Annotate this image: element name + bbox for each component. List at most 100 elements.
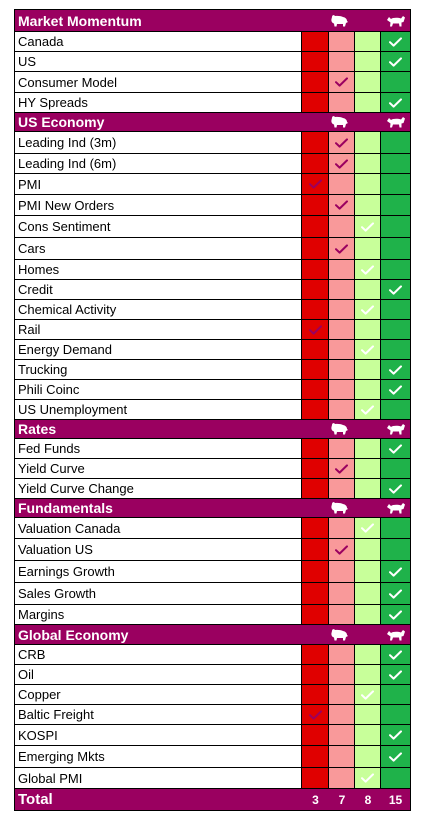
- rating-cell: [381, 195, 410, 215]
- rating-cell: [381, 132, 410, 153]
- rating-cell: [355, 400, 381, 419]
- rating-cell: [329, 72, 355, 92]
- section-title: Market Momentum: [15, 10, 302, 31]
- rating-cell: [329, 539, 355, 560]
- rating-cell: [302, 93, 329, 112]
- rating-cell: [329, 52, 355, 71]
- rating-cell: [381, 154, 410, 173]
- rating-cell: [381, 238, 410, 259]
- header-spacer: [355, 420, 381, 438]
- rating-cell: [355, 260, 381, 279]
- rating-cell: [381, 645, 410, 664]
- row-label: Trucking: [15, 360, 302, 379]
- rating-cell: [302, 174, 329, 194]
- check-icon: [389, 364, 402, 375]
- section-header: Fundamentals: [15, 499, 410, 518]
- check-icon: [361, 221, 374, 232]
- rating-cell: [329, 645, 355, 664]
- row-label: Phili Coinc: [15, 380, 302, 399]
- rating-cell: [302, 746, 329, 767]
- rating-cell: [302, 380, 329, 399]
- bear-icon: [331, 116, 348, 128]
- row-label: Margins: [15, 605, 302, 624]
- rating-cell: [355, 32, 381, 51]
- rating-cell: [381, 605, 410, 624]
- bear-header-cell: [329, 10, 355, 31]
- rating-cell: [355, 768, 381, 788]
- table-row: Phili Coinc: [15, 380, 410, 400]
- table-row: Valuation Canada: [15, 518, 410, 539]
- check-icon: [361, 523, 374, 533]
- rating-cell: [302, 645, 329, 664]
- table-row: US: [15, 52, 410, 72]
- check-icon: [335, 77, 348, 87]
- rating-cell: [329, 300, 355, 319]
- bull-header-cell: [381, 10, 410, 31]
- rating-cell: [355, 154, 381, 173]
- rating-cell: [381, 459, 410, 478]
- bear-icon: [331, 14, 348, 26]
- rating-cell: [302, 280, 329, 299]
- rating-cell: [302, 768, 329, 788]
- rating-cell: [381, 665, 410, 684]
- rating-cell: [302, 52, 329, 71]
- table-row: Credit: [15, 280, 410, 300]
- rating-cell: [302, 459, 329, 478]
- check-icon: [389, 36, 402, 47]
- rating-cell: [329, 238, 355, 259]
- rating-cell: [381, 174, 410, 194]
- table-row: Homes: [15, 260, 410, 280]
- rating-cell: [355, 238, 381, 259]
- rating-cell: [355, 645, 381, 664]
- rating-cell: [329, 174, 355, 194]
- row-label: Cons Sentiment: [15, 216, 302, 237]
- section-title: Rates: [15, 420, 302, 438]
- bear-header-cell: [329, 420, 355, 438]
- check-icon: [335, 544, 348, 555]
- rating-cell: [302, 561, 329, 582]
- rating-cell: [329, 561, 355, 582]
- rating-cell: [381, 72, 410, 92]
- row-label: Oil: [15, 665, 302, 684]
- table-row: Cons Sentiment: [15, 216, 410, 238]
- check-icon: [335, 137, 348, 148]
- rating-cell: [381, 439, 410, 458]
- rating-cell: [381, 768, 410, 788]
- rating-cell: [329, 340, 355, 359]
- bull-icon: [386, 117, 405, 128]
- table-row: Oil: [15, 665, 410, 685]
- check-icon: [308, 324, 322, 335]
- rating-cell: [329, 195, 355, 215]
- total-label: Total: [15, 789, 302, 810]
- rating-cell: [355, 725, 381, 745]
- rating-cell: [329, 665, 355, 684]
- rating-cell: [355, 439, 381, 458]
- total-value: 3: [312, 792, 319, 807]
- row-label: Cars: [15, 238, 302, 259]
- rating-cell: [381, 479, 410, 498]
- table-row: Canada: [15, 32, 410, 52]
- rating-cell: [355, 479, 381, 498]
- table-row: Margins: [15, 605, 410, 625]
- rating-cell: [329, 280, 355, 299]
- rating-cell: [302, 195, 329, 215]
- row-label: CRB: [15, 645, 302, 664]
- rating-cell: [355, 72, 381, 92]
- check-icon: [389, 483, 402, 494]
- rating-cell: [329, 583, 355, 604]
- rating-cell: [381, 32, 410, 51]
- rating-cell: [355, 459, 381, 478]
- row-label: HY Spreads: [15, 93, 302, 112]
- rating-cell: [329, 32, 355, 51]
- rating-cell: [329, 400, 355, 419]
- rating-cell: [329, 132, 355, 153]
- table-row: Yield Curve: [15, 459, 410, 479]
- row-label: Leading Ind (3m): [15, 132, 302, 153]
- rating-cell: [302, 340, 329, 359]
- rating-cell: [329, 768, 355, 788]
- check-icon: [361, 344, 374, 355]
- rating-cell: [329, 479, 355, 498]
- table-row: Sales Growth: [15, 583, 410, 605]
- row-label: Valuation Canada: [15, 518, 302, 538]
- rating-cell: [302, 705, 329, 724]
